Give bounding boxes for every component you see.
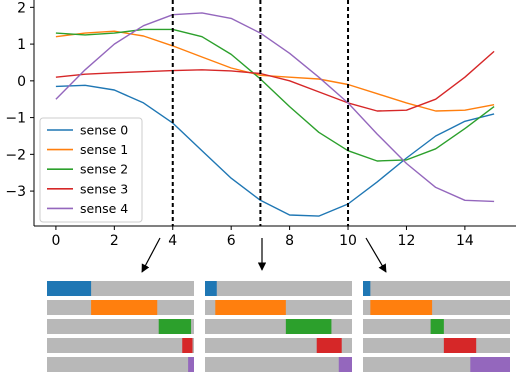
legend-label-2: sense 2 bbox=[80, 162, 128, 177]
arrow-2 bbox=[365, 237, 387, 273]
x-tick-label: 10 bbox=[339, 233, 357, 249]
series-line-2 bbox=[55, 28, 495, 162]
position-markers bbox=[171, 0, 350, 226]
weight-bar-sense-0 bbox=[205, 281, 217, 296]
weight-bar-track bbox=[205, 357, 352, 372]
legend: sense 0 sense 1 sense 2 sense 3 sense 4 bbox=[39, 117, 143, 223]
weight-bar-sense-4 bbox=[188, 357, 194, 372]
series-line-3 bbox=[55, 50, 495, 112]
weight-bar-sense-1 bbox=[91, 300, 158, 315]
weight-bar-sense-1 bbox=[215, 300, 286, 315]
x-tick-label: 2 bbox=[110, 233, 119, 249]
weight-panel-x4 bbox=[47, 281, 194, 372]
series-line-0 bbox=[55, 84, 495, 217]
weight-panel-x7 bbox=[205, 281, 352, 372]
series-lines bbox=[55, 12, 495, 217]
weight-panel-x10 bbox=[363, 281, 510, 372]
weight-bar-sense-2 bbox=[158, 319, 192, 334]
weight-bar-track bbox=[205, 338, 352, 353]
weight-bar-track bbox=[363, 281, 510, 296]
arrow-0 bbox=[141, 237, 161, 273]
weight-bar-track bbox=[47, 357, 194, 372]
y-tick-label: −3 bbox=[5, 184, 26, 200]
series-line-1 bbox=[55, 30, 495, 112]
y-tick-label: −2 bbox=[5, 147, 26, 163]
legend-label-1: sense 1 bbox=[80, 142, 128, 157]
y-tick-label: 1 bbox=[17, 37, 26, 53]
weight-bar-sense-4 bbox=[470, 357, 510, 372]
weight-bar-sense-0 bbox=[363, 281, 371, 296]
x-tick-label: 0 bbox=[51, 233, 60, 249]
weight-bar-sense-0 bbox=[47, 281, 92, 296]
marker-arrows bbox=[141, 237, 387, 273]
y-tick-label: 2 bbox=[17, 0, 26, 16]
legend-label-0: sense 0 bbox=[80, 123, 128, 138]
x-tick-label: 14 bbox=[456, 233, 474, 249]
legend-box bbox=[39, 117, 143, 223]
x-tick-label: 12 bbox=[398, 233, 416, 249]
legend-label-4: sense 4 bbox=[80, 201, 128, 216]
weight-bar-sense-4 bbox=[338, 357, 352, 372]
weight-bar-track bbox=[47, 338, 194, 353]
weight-bar-track bbox=[363, 338, 510, 353]
legend-label-3: sense 3 bbox=[80, 181, 128, 196]
x-tick-label: 4 bbox=[168, 233, 177, 249]
weight-bar-track bbox=[205, 281, 352, 296]
x-tick-label: 8 bbox=[285, 233, 294, 249]
y-tick-label: 0 bbox=[17, 74, 26, 90]
series-line-4 bbox=[55, 12, 495, 203]
weight-bar-sense-1 bbox=[370, 300, 433, 315]
weight-bar-sense-3 bbox=[443, 338, 477, 353]
weight-bar-panels bbox=[47, 281, 510, 372]
weight-bar-track bbox=[47, 319, 194, 334]
weight-bar-sense-3 bbox=[316, 338, 342, 353]
weight-bar-sense-2 bbox=[430, 319, 444, 334]
y-tick-label: −1 bbox=[5, 111, 26, 127]
x-tick-label: 6 bbox=[227, 233, 236, 249]
weight-bar-sense-3 bbox=[182, 338, 193, 353]
weight-bar-sense-2 bbox=[285, 319, 332, 334]
